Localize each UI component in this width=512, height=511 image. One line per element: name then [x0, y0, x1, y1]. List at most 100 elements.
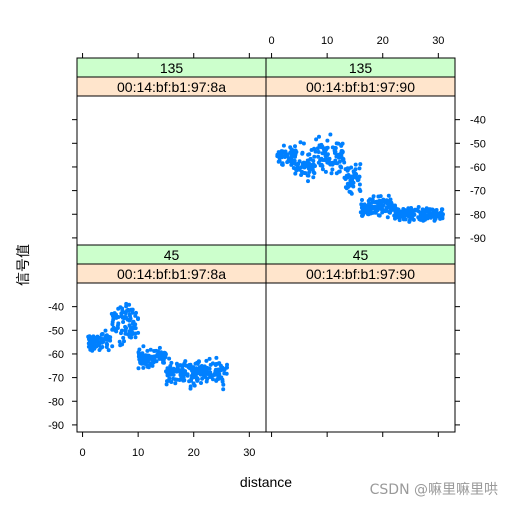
y-tick-label: -90 [48, 420, 64, 432]
data-point [193, 384, 197, 388]
data-point [111, 320, 115, 324]
data-point [325, 139, 329, 143]
data-point [307, 174, 311, 178]
data-point [381, 198, 385, 202]
strip-top-top-left-label: 135 [160, 60, 184, 76]
data-point [122, 316, 126, 320]
data-point [311, 168, 315, 172]
data-point [360, 198, 364, 202]
data-point [140, 353, 144, 357]
x-tick-label: 20 [377, 35, 389, 47]
data-point [141, 366, 145, 370]
data-point [225, 363, 229, 367]
data-point [165, 382, 169, 386]
data-point [134, 311, 138, 315]
data-point [330, 171, 334, 175]
data-point [104, 329, 108, 333]
data-point [282, 144, 286, 148]
data-point [301, 161, 305, 165]
data-point [393, 204, 397, 208]
data-point [127, 303, 131, 307]
data-point [417, 205, 421, 209]
x-tick-label: 10 [321, 35, 333, 47]
data-point [205, 377, 209, 381]
strip-bottom-top-left-label: 00:14:bf:b1:97:8a [117, 79, 226, 95]
data-point [285, 160, 289, 164]
data-point [349, 190, 353, 194]
x-tick-label: 30 [432, 35, 444, 47]
data-point [375, 209, 379, 213]
y-tick-label: -80 [48, 396, 64, 408]
data-point [407, 220, 411, 224]
strip-top-top-right-label: 135 [349, 60, 373, 76]
data-point [306, 161, 310, 165]
data-point [153, 359, 157, 363]
data-point [172, 373, 176, 377]
data-point [429, 216, 433, 220]
strip-bottom-top-right-label: 00:14:bf:b1:97:90 [306, 79, 415, 95]
data-point [137, 366, 141, 370]
data-point [372, 211, 376, 215]
data-point [167, 357, 171, 361]
x-tick-label: 10 [132, 447, 144, 459]
data-point [280, 154, 284, 158]
data-point [358, 188, 362, 192]
data-point [209, 363, 213, 367]
data-point [338, 164, 342, 168]
data-point [195, 361, 199, 365]
data-point [293, 155, 297, 159]
data-point [299, 140, 303, 144]
data-point [183, 370, 187, 374]
data-point [386, 215, 390, 219]
y-tick-label: -70 [48, 373, 64, 385]
data-point [141, 344, 145, 348]
data-point [410, 214, 414, 218]
data-point [292, 166, 296, 170]
data-point [352, 169, 356, 173]
y-tick-label: -40 [48, 302, 64, 314]
data-point [344, 185, 348, 189]
data-point [197, 368, 201, 372]
data-point [116, 321, 120, 325]
y-tick-label: -50 [470, 138, 486, 150]
data-point [187, 365, 191, 369]
data-point [331, 163, 335, 167]
points-bottom-left [86, 302, 229, 391]
data-point [222, 371, 226, 375]
data-point [116, 307, 120, 311]
y-tick-label: -60 [470, 162, 486, 174]
data-point [339, 144, 343, 148]
data-point [293, 172, 297, 176]
panel-area-bottom-left [77, 283, 266, 432]
data-point [359, 210, 363, 214]
data-point [173, 381, 177, 385]
data-point [136, 316, 140, 320]
data-point [293, 144, 297, 148]
data-point [330, 168, 334, 172]
data-point [362, 204, 366, 208]
data-point [413, 208, 417, 212]
data-point [360, 214, 364, 218]
data-point [214, 356, 218, 360]
data-point [299, 173, 303, 177]
data-point [122, 339, 126, 343]
data-point [221, 380, 225, 384]
panel-area-bottom-right [266, 283, 455, 432]
data-point [175, 370, 179, 374]
x-tick-label: 0 [79, 447, 85, 459]
data-point [324, 148, 328, 152]
data-point [318, 143, 322, 147]
panel-bottom-right: 45 00:14:bf:b1:97:90 [266, 245, 455, 432]
panel-area-top-left [77, 96, 266, 245]
data-point [316, 155, 320, 159]
data-point [318, 158, 322, 162]
data-point [397, 209, 401, 213]
data-point [149, 355, 153, 359]
data-point [183, 359, 187, 363]
data-point [317, 150, 321, 154]
data-point [324, 170, 328, 174]
data-point [358, 166, 362, 170]
data-point [181, 363, 185, 367]
data-point [199, 381, 203, 385]
data-point [404, 217, 408, 221]
